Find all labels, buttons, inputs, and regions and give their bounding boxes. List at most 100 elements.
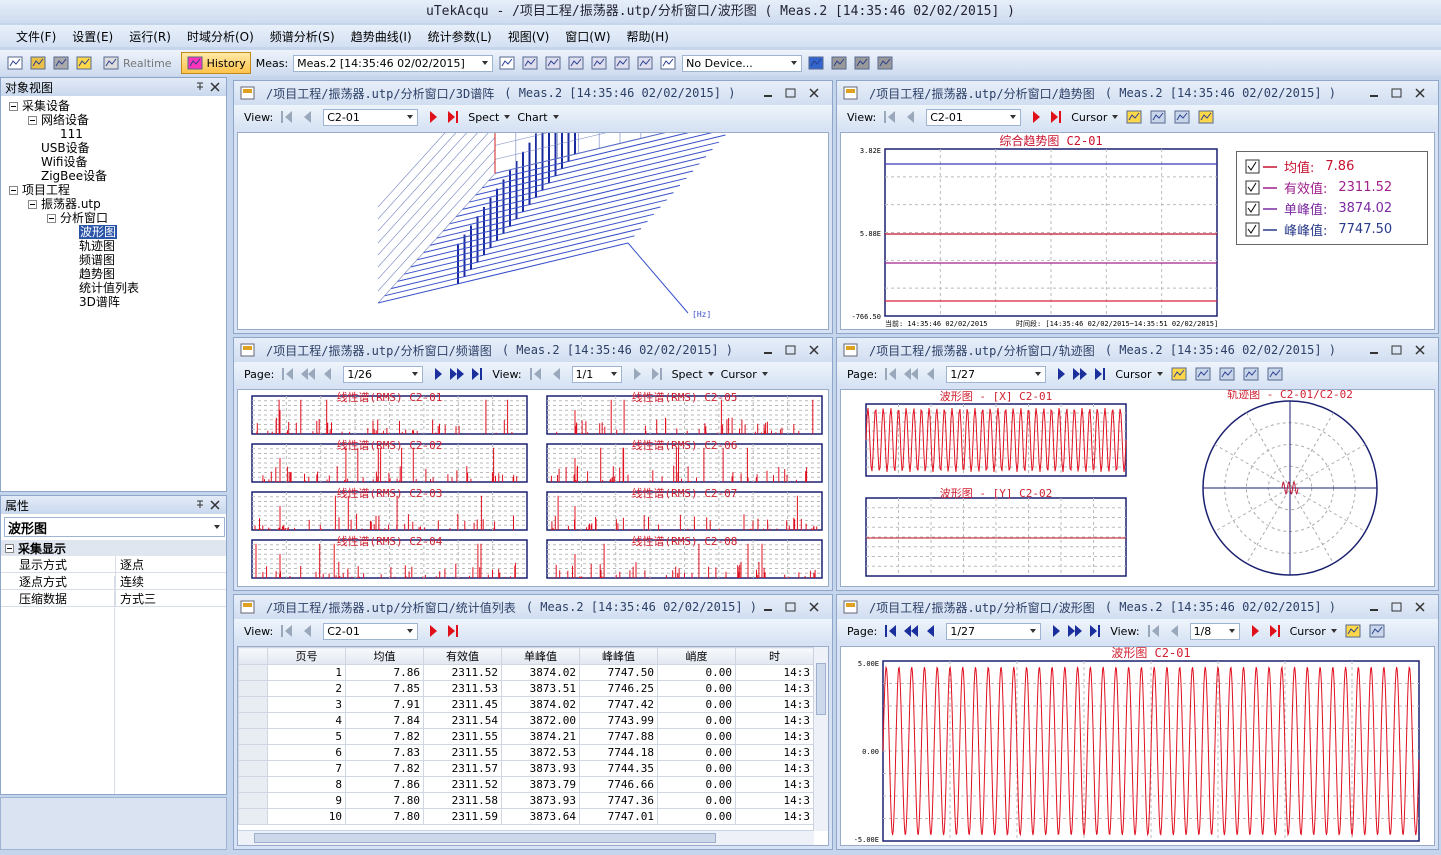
tool-icon[interactable] xyxy=(1125,108,1143,126)
table-row[interactable]: 2 7.85 2311.53 3873.51 7746.25 0.00 14:3 xyxy=(238,680,814,697)
tool-icon[interactable] xyxy=(590,54,608,72)
tool-icon[interactable] xyxy=(102,54,120,72)
nav-button[interactable] xyxy=(651,368,662,380)
tool-icon[interactable] xyxy=(521,54,539,72)
tool-icon[interactable] xyxy=(613,54,631,72)
tool-icon[interactable] xyxy=(1368,622,1386,640)
nav-button[interactable] xyxy=(1095,368,1106,380)
combo-box[interactable]: 1/27 xyxy=(946,622,1042,640)
nav-button[interactable] xyxy=(904,625,919,637)
nav-button[interactable] xyxy=(281,625,293,637)
combo-box[interactable]: 1/1 xyxy=(571,365,622,383)
table-row[interactable]: 6 7.83 2311.55 3872.53 7744.18 0.00 14:3 xyxy=(238,744,814,761)
v-scrollbar[interactable] xyxy=(813,647,828,831)
tool-icon[interactable] xyxy=(6,54,24,72)
nav-button[interactable] xyxy=(927,368,935,380)
tool-icon[interactable] xyxy=(876,54,894,72)
legend-entry[interactable]: 有效值: 2311.52 xyxy=(1245,177,1427,198)
nav-button[interactable] xyxy=(430,625,438,637)
nav-button[interactable] xyxy=(904,368,919,380)
expander[interactable] xyxy=(47,213,56,223)
tree-node[interactable]: 振荡器.utp xyxy=(9,197,226,211)
nav-button[interactable] xyxy=(633,368,641,380)
table-row[interactable]: 5 7.82 2311.55 3874.21 7747.88 0.00 14:3 xyxy=(238,728,814,745)
nav-button[interactable] xyxy=(885,625,897,637)
tool-icon[interactable] xyxy=(1194,365,1212,383)
nav-button[interactable] xyxy=(301,368,316,380)
dropdown-menu[interactable]: Spect xyxy=(468,111,511,124)
nav-button[interactable] xyxy=(324,368,332,380)
menu-item[interactable]: 文件(F) xyxy=(16,29,57,44)
nav-button[interactable] xyxy=(281,111,293,123)
expander[interactable] xyxy=(9,185,18,195)
combo-box[interactable]: C2-01 xyxy=(323,108,419,126)
nav-button[interactable] xyxy=(435,368,443,380)
nav-button[interactable] xyxy=(1068,625,1083,637)
nav-button[interactable] xyxy=(1033,111,1041,123)
dropdown-menu[interactable]: Cursor xyxy=(1290,625,1338,638)
legend-entry[interactable]: 峰峰值: 7747.50 xyxy=(1245,219,1427,240)
legend-entry[interactable]: 单峰值: 3874.02 xyxy=(1245,198,1427,219)
nav-button[interactable] xyxy=(304,111,312,123)
expander[interactable] xyxy=(9,101,18,111)
nav-button[interactable] xyxy=(1090,625,1101,637)
tool-icon[interactable] xyxy=(1242,365,1260,383)
tree-node[interactable]: 统计值列表 xyxy=(9,281,226,295)
tool-icon[interactable] xyxy=(659,54,677,72)
tree-node[interactable]: USB设备 xyxy=(9,141,226,155)
menu-item[interactable]: 统计参数(L) xyxy=(427,29,492,44)
tool-icon[interactable] xyxy=(1344,622,1362,640)
menu-item[interactable]: 设置(E) xyxy=(72,29,114,44)
dropdown-menu[interactable]: Spect xyxy=(672,368,715,381)
combo-box[interactable]: 1/27 xyxy=(946,365,1047,383)
tree-node[interactable]: 采集设备 xyxy=(9,99,226,113)
h-scrollbar[interactable] xyxy=(238,830,814,845)
nav-button[interactable] xyxy=(552,368,560,380)
menu-item[interactable]: 趋势曲线(I) xyxy=(350,29,412,44)
tool-icon[interactable] xyxy=(636,54,654,72)
tool-icon[interactable] xyxy=(853,54,871,72)
nav-button[interactable] xyxy=(450,368,465,380)
nav-button[interactable] xyxy=(282,368,294,380)
nav-button[interactable] xyxy=(1269,625,1280,637)
nav-button[interactable] xyxy=(448,625,459,637)
tool-icon[interactable] xyxy=(52,54,70,72)
tree-node[interactable]: 3D谱阵 xyxy=(9,295,226,309)
tree-node[interactable]: ZigBee设备 xyxy=(9,169,226,183)
nav-button[interactable] xyxy=(927,625,935,637)
nav-button[interactable] xyxy=(1147,625,1159,637)
table-row[interactable]: 3 7.91 2311.45 3874.02 7747.42 0.00 14:3 xyxy=(238,696,814,713)
legend-entry[interactable]: 均值: 7.86 xyxy=(1245,156,1427,177)
tool-icon[interactable] xyxy=(1170,365,1188,383)
menu-item[interactable]: 帮助(H) xyxy=(626,29,669,44)
combo-box[interactable]: 1/8 xyxy=(1189,622,1240,640)
object-combo[interactable]: 波形图 xyxy=(4,517,225,537)
dropdown-menu[interactable]: Cursor xyxy=(1071,111,1119,124)
tree-node[interactable]: 趋势图 xyxy=(9,267,226,281)
menu-item[interactable]: 频谱分析(S) xyxy=(269,29,335,44)
realtime-button[interactable]: Realtime xyxy=(98,53,176,73)
tree-node[interactable]: 轨迹图 xyxy=(9,239,226,253)
combo-box[interactable]: No Device... xyxy=(682,54,803,72)
combo-box[interactable]: C2-01 xyxy=(926,108,1022,126)
dropdown-menu[interactable]: Chart xyxy=(517,111,559,124)
tool-icon[interactable] xyxy=(498,54,516,72)
expander[interactable] xyxy=(28,199,37,209)
nav-button[interactable] xyxy=(1170,625,1178,637)
nav-button[interactable] xyxy=(1251,625,1259,637)
nav-button[interactable] xyxy=(448,111,459,123)
nav-button[interactable] xyxy=(885,368,897,380)
nav-button[interactable] xyxy=(1058,368,1066,380)
combo-box[interactable]: Meas.2 [14:35:46 02/02/2015] xyxy=(293,54,494,72)
tool-icon[interactable] xyxy=(1266,365,1284,383)
tool-icon[interactable] xyxy=(1197,108,1215,126)
menu-item[interactable]: 运行(R) xyxy=(129,29,171,44)
tool-icon[interactable] xyxy=(1149,108,1167,126)
nav-button[interactable] xyxy=(430,111,438,123)
tree-node[interactable]: Wifi设备 xyxy=(9,155,226,169)
tool-icon[interactable] xyxy=(75,54,93,72)
tool-icon[interactable] xyxy=(544,54,562,72)
history-button[interactable]: History xyxy=(180,52,251,74)
tool-icon[interactable] xyxy=(29,54,47,72)
table-row[interactable]: 1 7.86 2311.52 3874.02 7747.50 0.00 14:3 xyxy=(238,664,814,681)
